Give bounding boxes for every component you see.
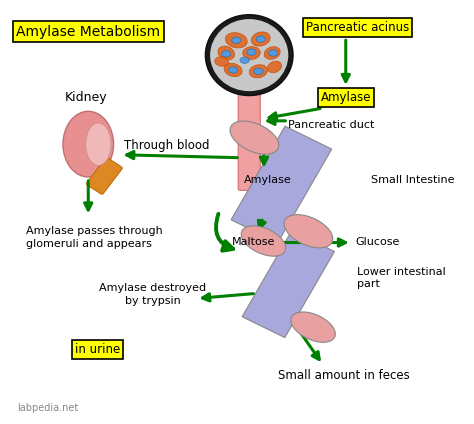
- Text: Pancreatic acinus: Pancreatic acinus: [306, 21, 409, 34]
- Text: Through blood: Through blood: [124, 139, 209, 151]
- Ellipse shape: [256, 36, 265, 42]
- Text: labpedia.net: labpedia.net: [17, 403, 78, 413]
- Text: in urine: in urine: [75, 343, 120, 356]
- Ellipse shape: [228, 67, 237, 73]
- Ellipse shape: [218, 46, 235, 60]
- Text: Amylase passes through
glomeruli and appears: Amylase passes through glomeruli and app…: [26, 226, 163, 248]
- Ellipse shape: [86, 123, 111, 165]
- Ellipse shape: [247, 49, 256, 56]
- Text: Glucose: Glucose: [355, 237, 400, 247]
- FancyBboxPatch shape: [231, 126, 332, 243]
- Ellipse shape: [63, 111, 114, 177]
- Circle shape: [210, 19, 288, 91]
- Text: Lower intestinal
part: Lower intestinal part: [357, 267, 446, 289]
- Ellipse shape: [241, 226, 286, 256]
- Ellipse shape: [222, 51, 231, 57]
- Text: Amylase: Amylase: [320, 91, 371, 104]
- Ellipse shape: [267, 61, 282, 73]
- Ellipse shape: [224, 63, 242, 77]
- Text: Amylase destroyed
by trypsin: Amylase destroyed by trypsin: [99, 284, 206, 306]
- Ellipse shape: [230, 121, 279, 154]
- Text: Amylase Metabolism: Amylase Metabolism: [16, 25, 160, 39]
- FancyBboxPatch shape: [242, 231, 335, 338]
- Text: Maltose: Maltose: [232, 237, 275, 247]
- Ellipse shape: [264, 47, 280, 59]
- Text: Pancreatic duct: Pancreatic duct: [288, 120, 374, 130]
- Ellipse shape: [268, 50, 278, 56]
- FancyBboxPatch shape: [238, 64, 260, 190]
- Ellipse shape: [240, 57, 249, 64]
- Ellipse shape: [243, 47, 260, 59]
- Ellipse shape: [249, 65, 267, 78]
- Ellipse shape: [215, 57, 228, 66]
- Text: Kidney: Kidney: [64, 91, 107, 104]
- Text: Small amount in feces: Small amount in feces: [278, 369, 410, 382]
- Ellipse shape: [251, 32, 270, 46]
- FancyBboxPatch shape: [86, 158, 122, 194]
- Ellipse shape: [284, 215, 333, 248]
- Text: Small Intestine: Small Intestine: [371, 175, 455, 185]
- Ellipse shape: [232, 37, 241, 44]
- Ellipse shape: [291, 312, 336, 342]
- Ellipse shape: [254, 68, 263, 75]
- Circle shape: [206, 15, 293, 95]
- Text: Amylase: Amylase: [244, 175, 292, 185]
- Ellipse shape: [226, 33, 247, 48]
